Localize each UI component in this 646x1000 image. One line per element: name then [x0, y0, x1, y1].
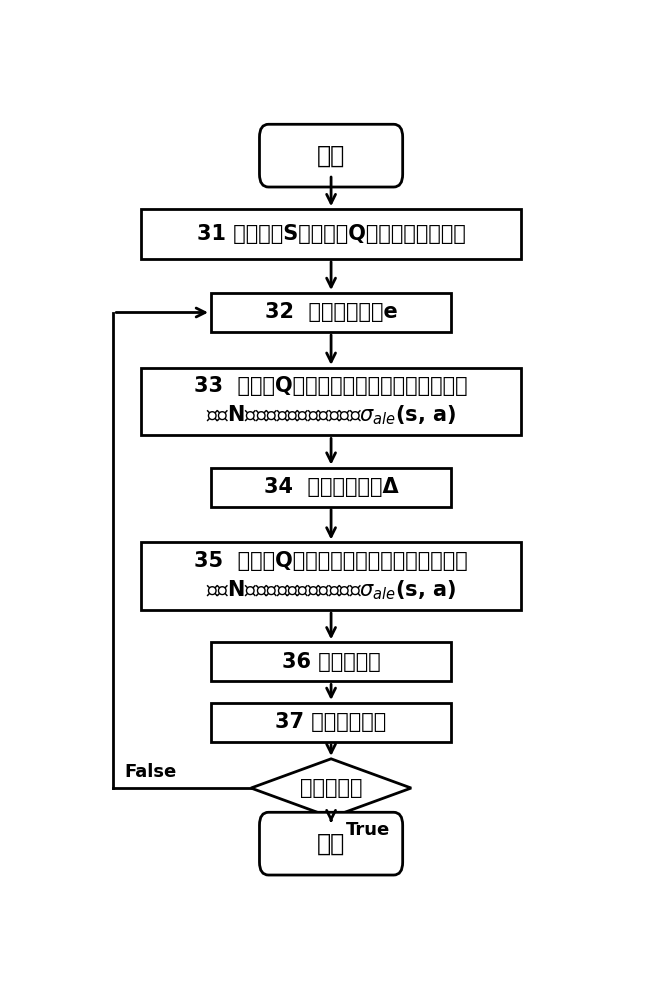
Bar [211, 703, 451, 742]
FancyBboxPatch shape [260, 124, 402, 187]
Text: 34  施加环境摄动Δ: 34 施加环境摄动Δ [264, 477, 399, 497]
Bar [141, 368, 521, 435]
Text: 33  随机将Q函数估计器部分网络权重置零，
重复N轮，估计出偶然不确定性$\sigma_{ale}$(s, a): 33 随机将Q函数估计器部分网络权重置零， 重复N轮，估计出偶然不确定性$\si… [194, 376, 468, 427]
Bar [211, 642, 451, 681]
FancyBboxPatch shape [260, 812, 402, 875]
Bar [141, 209, 521, 259]
Text: 35  随机将Q函数估计器部分网络权重置零，
重复N轮，估计出偶然不确定性$\sigma_{ale}$(s, a): 35 随机将Q函数估计器部分网络权重置零， 重复N轮，估计出偶然不确定性$\si… [194, 551, 468, 602]
Bar [211, 468, 451, 507]
Text: False: False [125, 763, 177, 781]
Text: 终止条件？: 终止条件？ [300, 778, 362, 798]
Polygon shape [251, 759, 411, 817]
Bar [211, 293, 451, 332]
Text: 开始: 开始 [317, 144, 345, 168]
Text: 结束: 结束 [317, 832, 345, 856]
Text: 36 数据批采样: 36 数据批采样 [282, 652, 380, 672]
Text: 32  施加动作探索e: 32 施加动作探索e [265, 302, 397, 322]
Text: 37 策略梯度优化: 37 策略梯度优化 [275, 712, 387, 732]
Text: 31 虚拟环境S初始化，Q函数估计器初始化: 31 虚拟环境S初始化，Q函数估计器初始化 [196, 224, 466, 244]
Bar [141, 542, 521, 610]
Text: True: True [346, 821, 390, 839]
